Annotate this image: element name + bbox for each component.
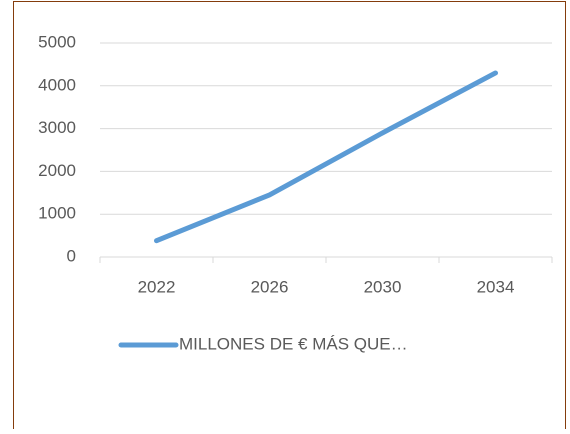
legend-label: MILLONES DE € MÁS QUE… [179,334,408,353]
y-tick-label: 1000 [38,204,76,223]
y-tick-label: 2000 [38,161,76,180]
y-tick-label: 3000 [38,118,76,137]
x-tick-label: 2034 [477,277,515,296]
y-tick-label: 5000 [38,32,76,51]
y-tick-label: 0 [67,246,76,265]
x-tick-label: 2026 [251,277,289,296]
chart-frame [13,1,566,434]
y-tick-label: 4000 [38,75,76,94]
x-tick-label: 2022 [138,277,176,296]
x-tick-label: 2030 [364,277,402,296]
series-line [154,70,498,244]
